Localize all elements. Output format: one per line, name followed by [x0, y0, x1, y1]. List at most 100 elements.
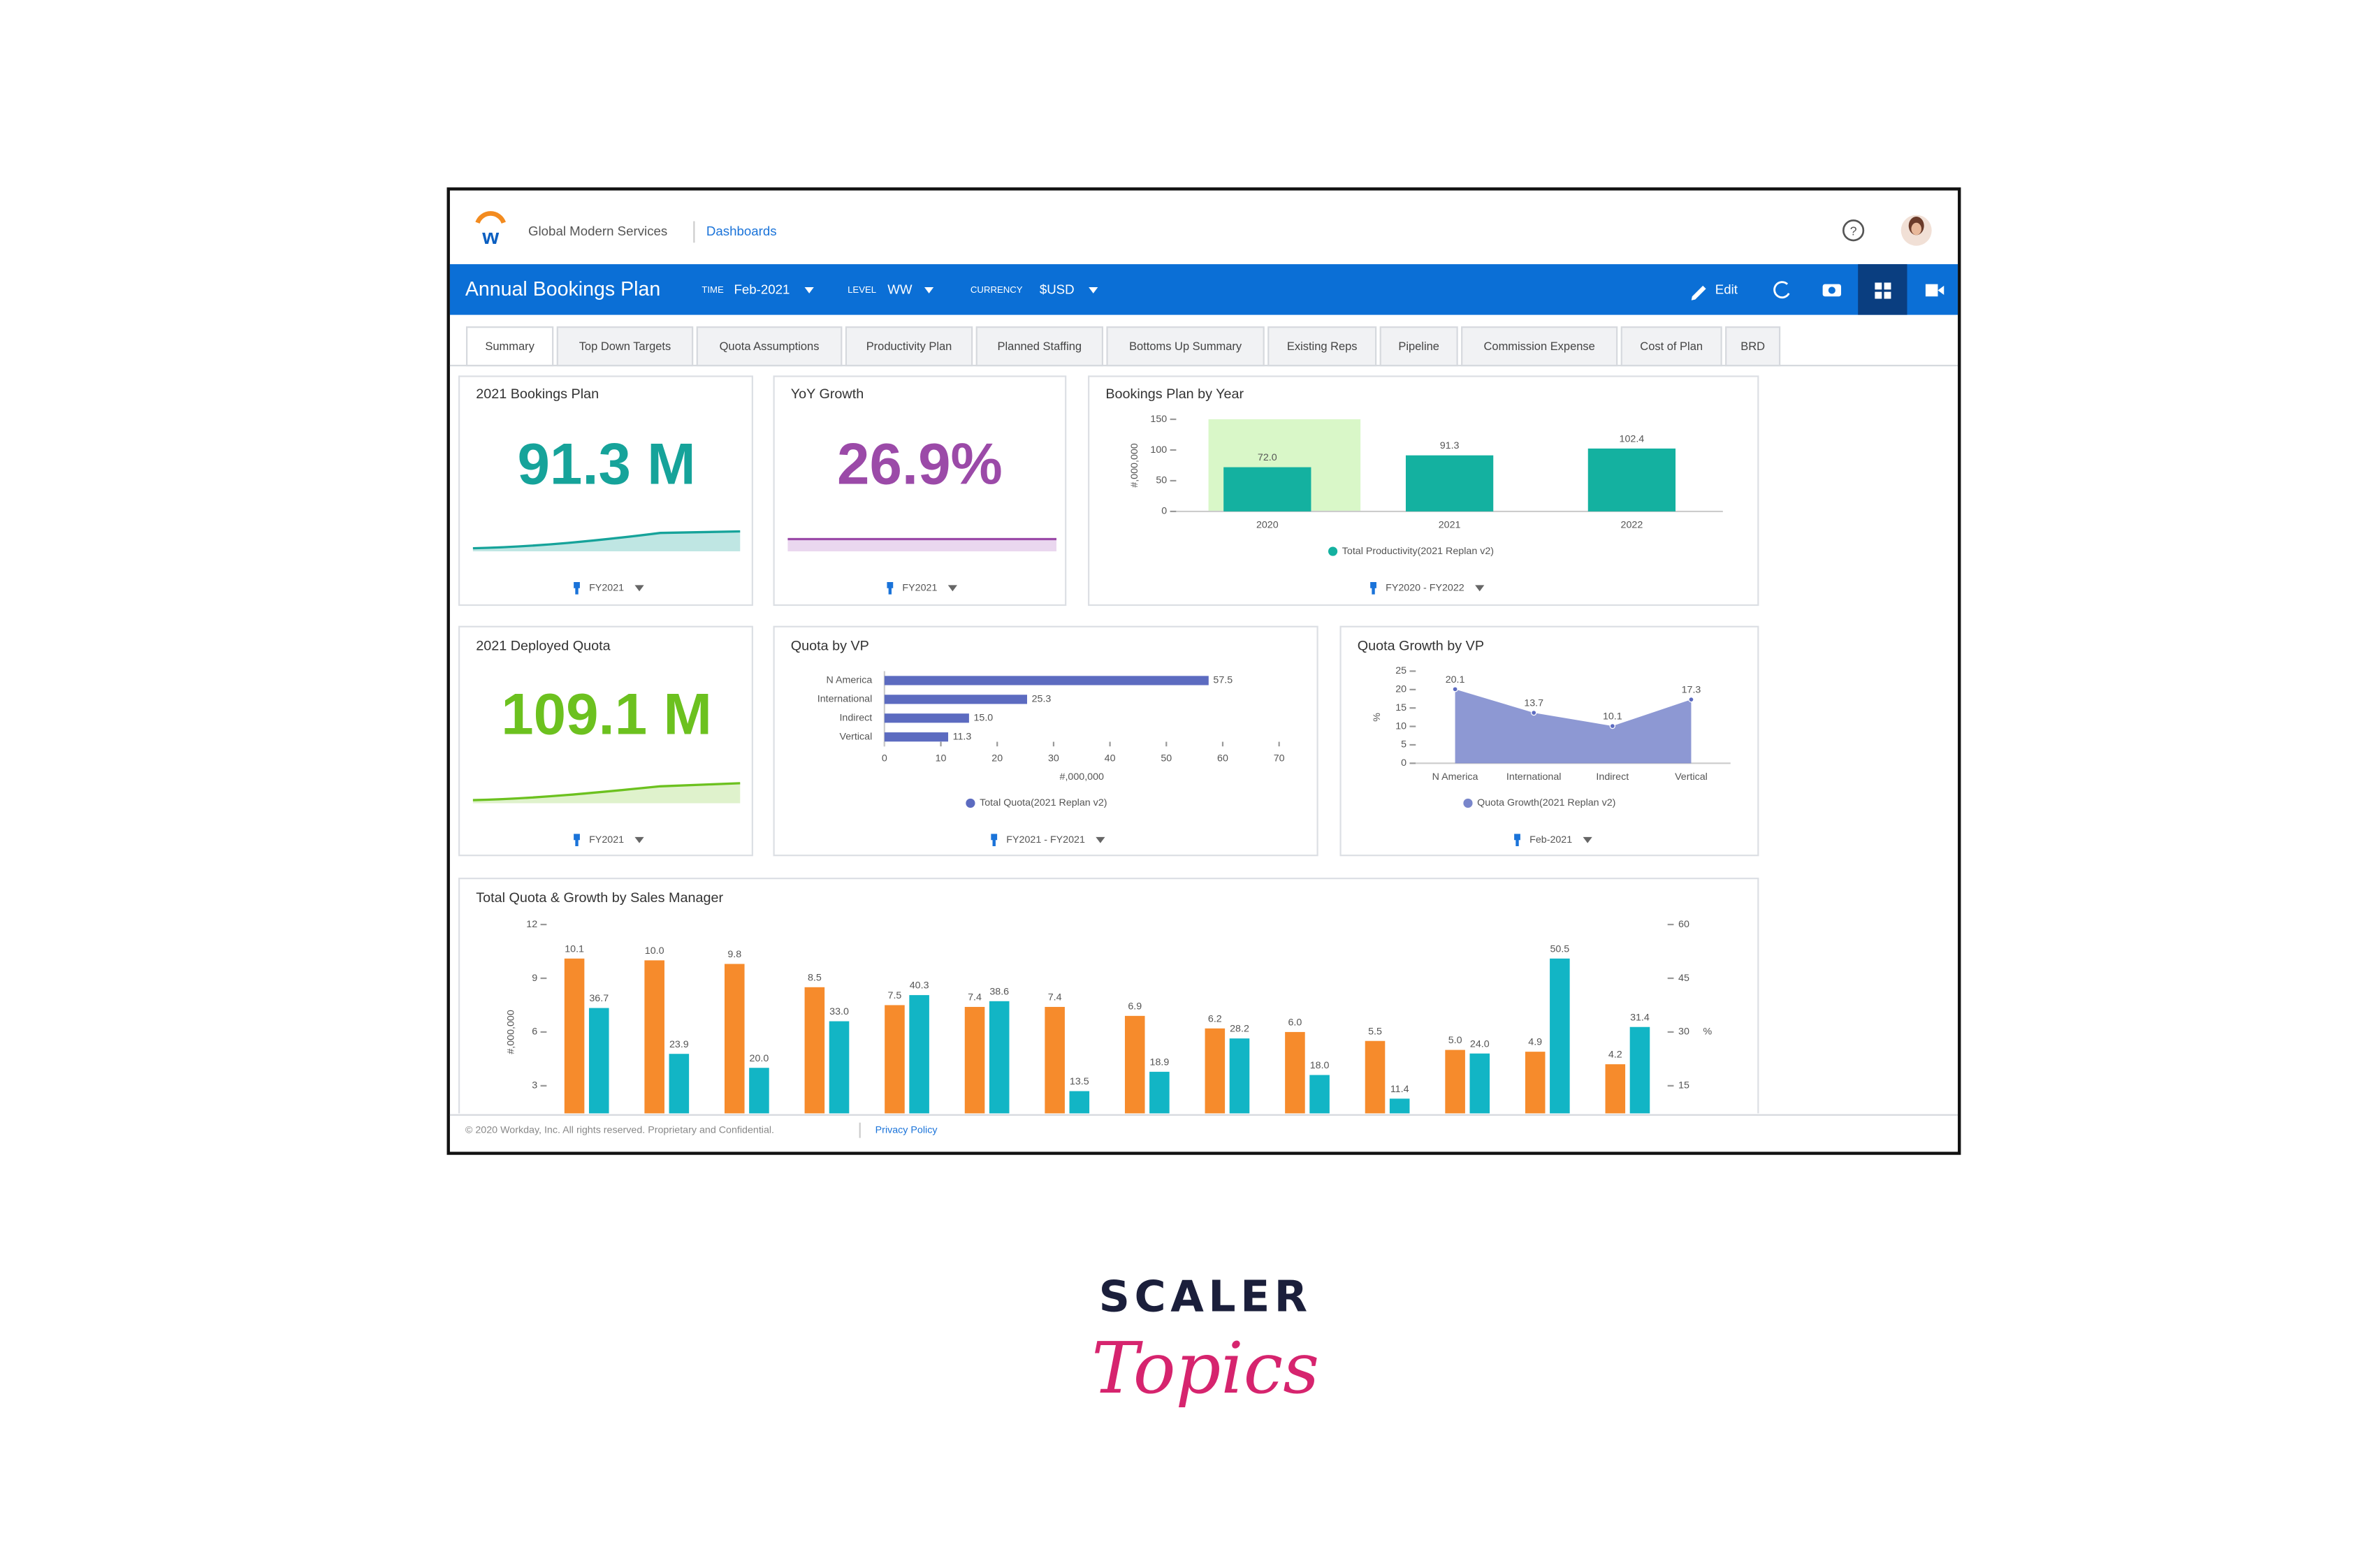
data-label: 36.7 [589, 993, 609, 1004]
tab-label: BRD [1740, 340, 1765, 353]
tab[interactable] [845, 326, 973, 367]
sparkline [472, 782, 741, 801]
filter[interactable]: FY2021 - FY2021 [1006, 834, 1085, 845]
legend-marker [1328, 546, 1338, 556]
data-label: 23.9 [669, 1039, 689, 1050]
dropdown-arrow [634, 836, 644, 843]
video-icon[interactable] [1925, 284, 1938, 297]
chart-title: Quota by VP [791, 639, 869, 654]
bar [724, 964, 745, 1114]
toolbar-filters: TIME Feb-2021 LEVEL WW CURRENCY $USD [702, 282, 1098, 296]
dashboards-link[interactable]: Dashboards [706, 224, 777, 238]
bar [1124, 1015, 1145, 1114]
tab[interactable] [465, 326, 554, 367]
y-tick-label: N America [826, 675, 872, 686]
tab[interactable] [1106, 326, 1265, 367]
help-mark: ? [1850, 224, 1857, 238]
chart-title: Quota Growth by VP [1358, 639, 1484, 654]
filter-value[interactable]: WW [887, 282, 913, 296]
x-tick-label: International [1506, 771, 1562, 783]
data-label: 10.0 [645, 945, 664, 957]
dropdown-arrow [804, 287, 814, 293]
edit-button[interactable]: Edit [1715, 282, 1738, 296]
dropdown-arrow [634, 585, 644, 592]
brand-tagline: Topics [1091, 1327, 1319, 1409]
y-tick-label: 30 [1678, 1026, 1689, 1038]
data-label: 13.7 [1524, 698, 1543, 709]
data-label: 11.4 [1390, 1084, 1409, 1095]
y-tick-label: 3 [532, 1080, 537, 1091]
bar [1365, 1040, 1386, 1114]
x-tick-label: 20 [991, 753, 1003, 764]
bar [1445, 1050, 1465, 1114]
filter[interactable]: FY2020 - FY2022 [1386, 583, 1464, 594]
tab[interactable] [1725, 326, 1781, 367]
filter[interactable]: FY2021 [589, 834, 624, 845]
bar [1550, 958, 1570, 1114]
legend-label: Total Productivity(2021 Replan v2) [1342, 546, 1494, 557]
tab-label: Top Down Targets [579, 340, 671, 353]
tab-label: Pipeline [1398, 340, 1439, 353]
axis-label: % [1703, 1026, 1712, 1038]
axis-label: % [1372, 713, 1383, 722]
sparkline-area [472, 783, 741, 804]
point [1452, 686, 1458, 692]
data-label: 28.2 [1230, 1024, 1249, 1035]
card [773, 625, 1318, 857]
data-label: 25.3 [1032, 694, 1052, 705]
x-tick-label: 30 [1048, 753, 1059, 764]
x-tick-label: 70 [1274, 753, 1285, 764]
bar [1149, 1071, 1170, 1114]
kpi-title: 2021 Deployed Quota [476, 639, 610, 654]
y-tick-label: 15 [1678, 1080, 1689, 1091]
refresh-icon[interactable] [1773, 281, 1790, 299]
data-label: 10.1 [565, 943, 584, 954]
filter[interactable]: FY2021 [902, 583, 937, 594]
filter[interactable]: Feb-2021 [1529, 834, 1572, 845]
area [1455, 689, 1692, 764]
tab[interactable] [696, 326, 843, 367]
chart: 0 5 10 15 20 25% N America International Indirec… [1372, 665, 1731, 808]
x-tick-label: 10 [936, 753, 947, 764]
kpi-title: YoY Growth [791, 386, 864, 402]
filter-label: LEVEL [848, 284, 876, 295]
filter-value[interactable]: $USD [1040, 282, 1075, 296]
tab[interactable] [1379, 326, 1458, 367]
logo-arc [475, 211, 506, 224]
y-tick-label: 50 [1156, 475, 1167, 486]
tab[interactable] [1461, 326, 1618, 367]
privacy-link[interactable]: Privacy Policy [875, 1124, 938, 1135]
sparkline-area [472, 531, 741, 552]
grid-icon [1875, 282, 1891, 299]
bar [1309, 1075, 1330, 1114]
tab-label: Existing Reps [1287, 340, 1358, 353]
chart: 3 6 9 12 15 30 45 60 #,000,000 % 10.1 36.7 10.0 23.9 9… [506, 919, 1712, 1114]
kpi-value: 91.3 M [517, 430, 695, 496]
grid-view-button[interactable] [1858, 264, 1907, 315]
dropdown-arrow [1096, 836, 1105, 843]
data-label: 33.0 [829, 1006, 849, 1017]
tab[interactable] [1620, 326, 1722, 367]
data-label: 38.6 [989, 986, 1009, 997]
data-label: 9.8 [727, 949, 741, 960]
help-icon[interactable] [1842, 219, 1865, 242]
legend-marker [1463, 798, 1473, 808]
legend-label: Quota Growth(2021 Replan v2) [1477, 797, 1615, 808]
bar [1605, 1064, 1626, 1114]
card [458, 625, 753, 857]
filter[interactable]: FY2021 [589, 583, 624, 594]
bar [884, 713, 969, 723]
bar [964, 1007, 985, 1114]
kpi-title: 2021 Bookings Plan [476, 386, 599, 402]
x-tick-label: 2022 [1621, 519, 1643, 530]
y-tick-label: 45 [1678, 973, 1689, 984]
tab[interactable] [975, 326, 1104, 367]
bar [669, 1054, 690, 1114]
tab[interactable] [1267, 326, 1377, 367]
filter-value[interactable]: Feb-2021 [734, 282, 790, 296]
y-tick-label: 12 [526, 919, 537, 930]
kpi-value: 109.1 M [501, 681, 712, 747]
y-tick-label: 5 [1401, 739, 1406, 750]
bar [644, 960, 664, 1114]
tab[interactable] [556, 326, 694, 367]
